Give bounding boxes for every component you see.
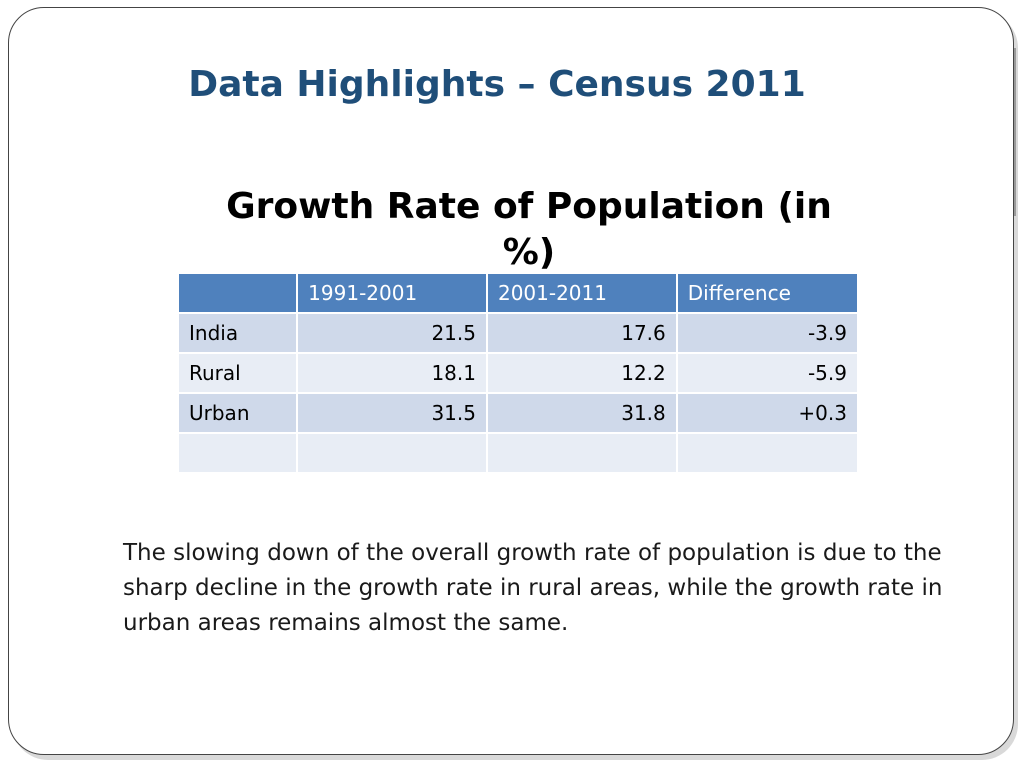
table-header-cell [179, 274, 297, 312]
table-cell [677, 434, 857, 472]
table-row: Urban 31.5 31.8 +0.3 [179, 394, 857, 432]
table-cell-label [179, 434, 297, 472]
table-header-row: 1991-2001 2001-2011 Difference [179, 274, 857, 312]
growth-rate-table: 1991-2001 2001-2011 Difference India 21.… [177, 272, 859, 474]
table-cell: +0.3 [677, 394, 857, 432]
slide-edge-accent [1014, 48, 1016, 216]
table-row: India 21.5 17.6 -3.9 [179, 314, 857, 352]
table-cell: 17.6 [487, 314, 676, 352]
table-cell: 31.8 [487, 394, 676, 432]
table-cell: 31.5 [298, 394, 486, 432]
table-cell [298, 434, 486, 472]
table-cell: 12.2 [487, 354, 676, 392]
summary-paragraph: The slowing down of the overall growth r… [123, 540, 943, 636]
table-cell: -5.9 [677, 354, 857, 392]
table-cell [487, 434, 676, 472]
table-cell-label: Urban [179, 394, 297, 432]
table-header-cell: 1991-2001 [298, 274, 486, 312]
table-title: Growth Rate of Population (in %) [226, 186, 832, 273]
table-row [179, 434, 857, 472]
slide: Data Highlights – Census 2011 Growth Rat… [8, 7, 1014, 755]
table-cell: 21.5 [298, 314, 486, 352]
table-header-cell: 2001-2011 [487, 274, 676, 312]
table-row: Rural 18.1 12.2 -5.9 [179, 354, 857, 392]
table-cell-label: India [179, 314, 297, 352]
table-cell-label: Rural [179, 354, 297, 392]
table-header-cell: Difference [677, 274, 857, 312]
table-cell: 18.1 [298, 354, 486, 392]
slide-title: Data Highlights – Census 2011 [188, 64, 806, 105]
table-cell: -3.9 [677, 314, 857, 352]
